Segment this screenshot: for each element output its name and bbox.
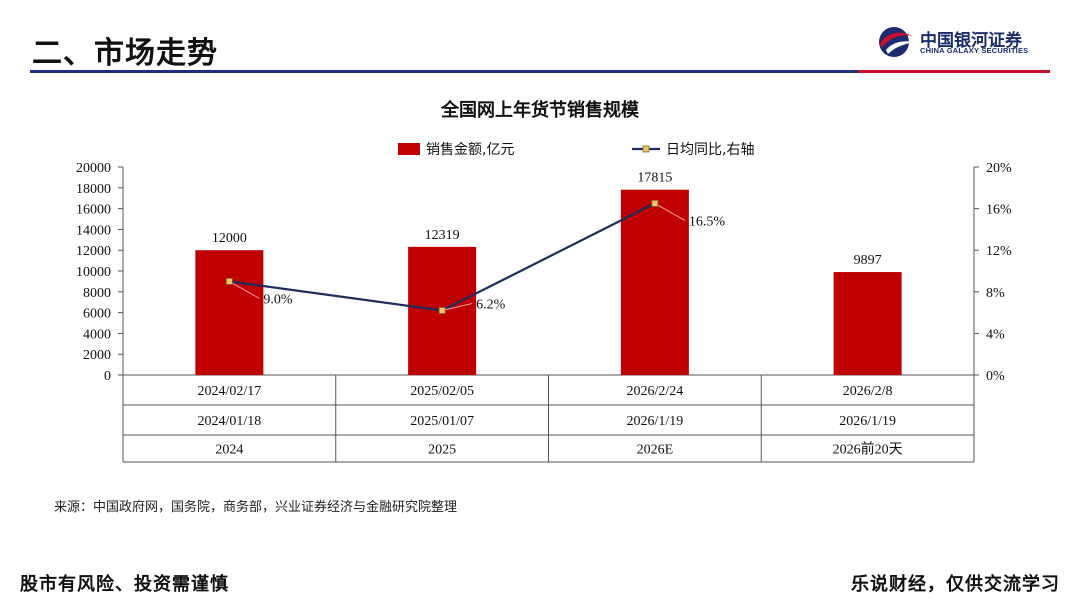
y-left-tick-label: 12000 [76,244,111,259]
category-label: 2024/01/18 [197,414,261,429]
line-label-leader [442,303,473,312]
y-left-tick-label: 4000 [83,327,111,342]
y-right-tick-label: 8% [986,286,1005,301]
footer-note: 乐说财经，仅供交流学习 [851,574,1060,595]
category-label: 2024/02/17 [197,384,261,399]
logo-name-en: CHINA GALAXY SECURITIES [920,46,1029,55]
logo-name-cn: 中国银河证券 [920,31,1022,51]
line-point [651,199,659,207]
category-label: 2026/1/19 [839,414,896,429]
y-left-tick-label: 14000 [76,223,111,238]
category-label: 2026/2/8 [843,384,893,399]
y-left-tick-label: 16000 [76,203,111,218]
y-right-tick-label: 0% [986,369,1005,384]
category-label: 2025/01/07 [410,414,474,429]
footer-disclaimer: 股市有风险、投资需谨慎 [20,574,229,595]
legend-line-marker [642,145,650,153]
source-note: 来源：中国政府网，国务院，商务部，兴业证券经济与金融研究院整理 [54,500,458,515]
y-left-tick-label: 6000 [83,307,111,322]
category-label: 2025/02/05 [410,384,474,399]
category-label: 2026前20天 [833,441,903,458]
category-label: 2026/1/19 [626,414,683,429]
y-left-tick-label: 18000 [76,182,111,197]
galaxy-logo-icon [879,27,914,57]
bar-sales [833,272,902,375]
y-left-tick-label: 8000 [83,286,111,301]
y-left-tick-label: 10000 [76,265,111,280]
chart-title: 全国网上年货节销售规模 [441,100,639,121]
bar-value-label: 12000 [212,231,247,246]
line-value-label: 6.2% [476,298,506,313]
category-label: 2026/2/24 [626,384,683,399]
y-left-tick-label: 0 [104,369,111,384]
category-label: 2026E [637,443,674,458]
line-value-label: 9.0% [263,292,293,307]
bar-sales [195,250,264,375]
category-label: 2024 [215,443,243,458]
header-rule-red [858,70,1050,73]
header-rule-blue [30,70,858,73]
legend-line-label: 日均同比,右轴 [666,142,754,158]
legend-bar-swatch [398,143,420,155]
y-left-tick-label: 2000 [83,348,111,363]
bar-value-label: 9897 [854,253,882,268]
slide-title: 二、市场走势 [32,36,218,71]
bar-value-label: 12319 [425,228,460,243]
legend-bar-label: 销售金额,亿元 [426,142,514,158]
brand-logo: 中国银河证券 CHINA GALAXY SECURITIES [876,24,1046,64]
bar-sales [620,189,689,375]
y-right-tick-label: 16% [986,203,1012,218]
line-label-leader [654,202,686,221]
y-right-tick-label: 4% [986,327,1005,342]
line-label-leader [229,280,260,299]
y-right-tick-label: 20% [986,161,1012,176]
line-value-label: 16.5% [689,214,726,229]
line-point [225,277,233,285]
category-label: 2025 [428,443,456,458]
y-left-tick-label: 20000 [76,161,111,176]
line-point [438,307,446,314]
bar-value-label: 17815 [637,171,672,186]
y-right-tick-label: 12% [986,244,1012,259]
